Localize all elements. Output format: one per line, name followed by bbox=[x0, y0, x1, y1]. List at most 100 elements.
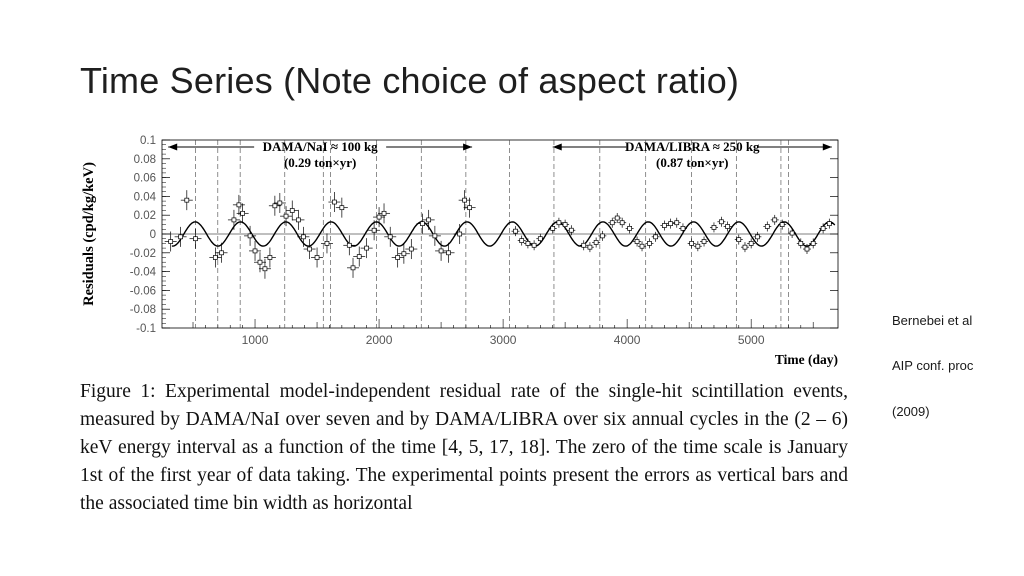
data-point bbox=[420, 221, 425, 227]
citation-year: (2009) bbox=[892, 404, 930, 419]
data-point bbox=[307, 246, 312, 252]
data-point bbox=[350, 265, 356, 271]
data-point bbox=[568, 227, 574, 233]
arrow-head bbox=[822, 143, 832, 151]
data-point bbox=[627, 226, 632, 231]
data-point bbox=[550, 226, 556, 231]
figure-caption: Figure 1: Experimental model-independent… bbox=[80, 381, 848, 514]
data-point bbox=[634, 239, 640, 244]
data-point bbox=[689, 241, 694, 246]
slide-title: Time Series (Note choice of aspect ratio… bbox=[80, 60, 740, 101]
data-point bbox=[277, 200, 283, 206]
annual-cycle-separators bbox=[195, 140, 789, 328]
data-point bbox=[820, 226, 826, 231]
data-point bbox=[525, 241, 531, 246]
arrow-head bbox=[463, 143, 473, 151]
data-point bbox=[639, 243, 645, 249]
data-point bbox=[609, 220, 615, 226]
y-tick-label: -0.06 bbox=[130, 285, 156, 297]
citation-source: AIP conf. proc bbox=[892, 358, 974, 373]
data-points bbox=[164, 190, 834, 279]
data-point bbox=[772, 217, 778, 223]
y-tick-label: -0.1 bbox=[136, 323, 156, 335]
data-point bbox=[324, 241, 330, 246]
y-tick-label: 0.1 bbox=[140, 135, 156, 147]
data-point bbox=[764, 224, 770, 229]
data-point bbox=[178, 234, 183, 240]
citation-authors: Bernebei et al bbox=[892, 313, 973, 328]
y-tick-label: -0.04 bbox=[130, 267, 157, 279]
data-point bbox=[661, 223, 667, 228]
data-point bbox=[668, 221, 673, 227]
data-point bbox=[346, 242, 352, 248]
x-tick-label: 4000 bbox=[614, 333, 641, 347]
data-point bbox=[446, 250, 451, 256]
data-point bbox=[742, 244, 748, 250]
data-point bbox=[408, 246, 414, 252]
data-point bbox=[462, 197, 467, 203]
data-point bbox=[426, 217, 432, 223]
data-point bbox=[289, 208, 295, 213]
annotation-sublabel: (0.29 ton×yr) bbox=[284, 155, 356, 170]
data-point bbox=[387, 234, 393, 240]
x-tick-label: 1000 bbox=[242, 333, 269, 347]
data-point bbox=[581, 242, 587, 248]
data-point bbox=[212, 255, 218, 260]
arrow-head bbox=[552, 143, 562, 151]
data-point bbox=[531, 242, 537, 248]
data-point bbox=[593, 240, 599, 245]
data-point bbox=[314, 255, 320, 260]
data-point bbox=[432, 233, 438, 239]
data-point bbox=[614, 215, 620, 221]
y-tick-label: 0.08 bbox=[134, 154, 156, 166]
annotation-label: DAMA/LIBRA ≈ 250 kg bbox=[625, 139, 760, 154]
data-point bbox=[719, 219, 724, 225]
x-axis-label: Time (day) bbox=[775, 352, 838, 367]
data-point bbox=[736, 237, 742, 242]
data-point bbox=[301, 234, 306, 240]
data-point bbox=[247, 233, 253, 239]
y-tick-label: -0.08 bbox=[130, 304, 156, 316]
data-point bbox=[240, 210, 245, 216]
y-axis-label: Residuals (cpd/kg/keV) bbox=[81, 162, 97, 306]
data-point bbox=[252, 248, 258, 254]
data-point bbox=[789, 230, 795, 236]
data-point bbox=[748, 241, 754, 246]
data-point bbox=[810, 241, 816, 246]
data-point bbox=[513, 228, 518, 234]
data-point bbox=[537, 236, 543, 242]
x-tick-label: 5000 bbox=[738, 333, 765, 347]
x-axis-ticks: 1000 2000 3000 4000 5000 bbox=[192, 319, 814, 347]
data-point bbox=[168, 239, 174, 244]
data-point bbox=[339, 205, 345, 211]
residuals-time-series-chart: 0.1 0.08 0.06 0.04 0.02 0 -0.02 -0.04 -0.06 -0.08… bbox=[80, 118, 848, 376]
data-point bbox=[519, 238, 525, 243]
data-point bbox=[356, 254, 362, 259]
x-tick-label: 2000 bbox=[366, 333, 393, 347]
data-point bbox=[804, 246, 810, 252]
data-point bbox=[619, 220, 625, 226]
y-tick-label: -0.02 bbox=[130, 248, 156, 260]
arrow-head bbox=[168, 143, 178, 151]
data-point bbox=[587, 244, 593, 250]
y-axis-ticks: 0.1 0.08 0.06 0.04 0.02 0 -0.02 -0.04 -0.06 -0.08… bbox=[130, 135, 838, 335]
data-point bbox=[599, 233, 605, 239]
data-point bbox=[332, 199, 337, 205]
y-tick-label: 0.02 bbox=[134, 210, 156, 222]
data-point bbox=[193, 236, 198, 242]
data-point bbox=[674, 220, 680, 226]
data-point bbox=[219, 250, 224, 256]
data-point bbox=[262, 266, 268, 272]
data-point bbox=[267, 255, 273, 260]
data-point bbox=[438, 248, 444, 254]
x-tick-label: 3000 bbox=[490, 333, 517, 347]
data-point bbox=[371, 227, 377, 233]
period-annotations: DAMA/NaI ≈ 100 kg(0.29 ton×yr) DAMA/LIBRA… bbox=[168, 139, 832, 170]
data-point bbox=[236, 202, 242, 208]
data-point bbox=[381, 210, 387, 216]
data-point bbox=[711, 225, 717, 230]
data-point bbox=[257, 259, 263, 265]
data-point bbox=[653, 234, 659, 240]
data-point bbox=[296, 217, 301, 223]
data-point bbox=[556, 220, 562, 226]
